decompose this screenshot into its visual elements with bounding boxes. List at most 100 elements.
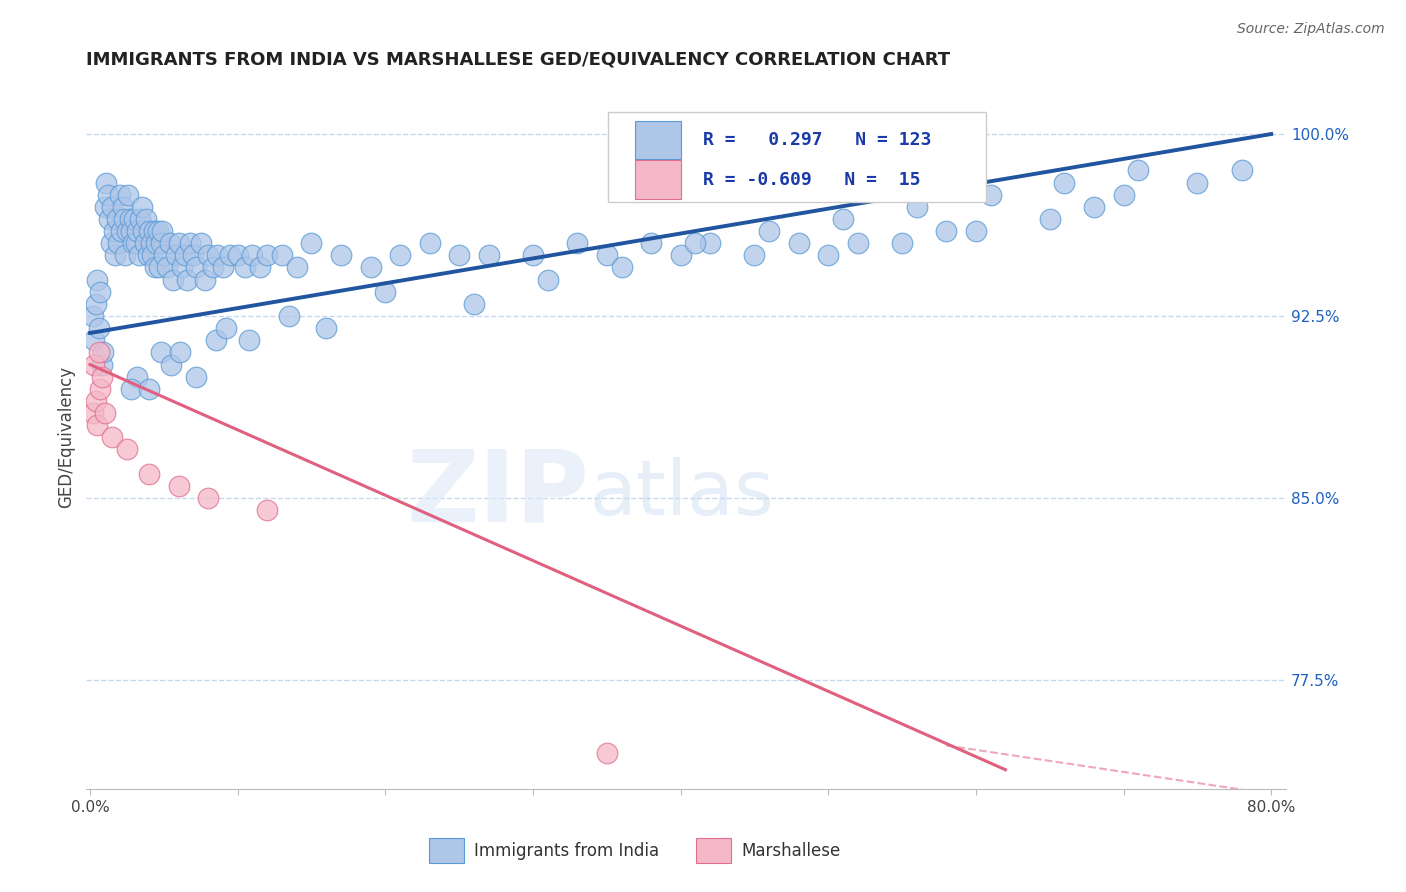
Point xyxy=(201,260,224,275)
Point xyxy=(132,224,155,238)
Point xyxy=(124,211,146,226)
Point xyxy=(212,260,235,275)
Point xyxy=(1053,176,1076,190)
Point xyxy=(138,467,160,481)
Point xyxy=(120,224,142,238)
Point xyxy=(330,248,353,262)
Text: Marshallese: Marshallese xyxy=(741,842,841,860)
Point xyxy=(463,297,485,311)
Point xyxy=(84,297,107,311)
Point xyxy=(817,248,839,262)
Y-axis label: GED/Equivalency: GED/Equivalency xyxy=(58,367,75,508)
Point xyxy=(640,236,662,251)
Point xyxy=(129,211,152,226)
Point xyxy=(389,248,412,262)
Point xyxy=(980,187,1002,202)
Point xyxy=(449,248,471,262)
Point xyxy=(127,369,149,384)
Point xyxy=(522,248,544,262)
Point xyxy=(744,248,766,262)
Text: ZIP: ZIP xyxy=(406,445,589,542)
Point xyxy=(249,260,271,275)
Point xyxy=(141,248,163,262)
Point xyxy=(1083,200,1105,214)
FancyBboxPatch shape xyxy=(607,112,986,202)
Point xyxy=(167,479,190,493)
Point xyxy=(758,224,780,238)
Point xyxy=(110,224,132,238)
Point xyxy=(935,224,957,238)
Point xyxy=(167,236,190,251)
Point xyxy=(787,236,810,251)
Point xyxy=(162,272,184,286)
Point xyxy=(669,248,692,262)
Point xyxy=(86,272,108,286)
Text: atlas: atlas xyxy=(589,457,775,531)
Point xyxy=(215,321,238,335)
Point xyxy=(596,248,619,262)
Point xyxy=(83,358,105,372)
Point xyxy=(143,260,166,275)
Point xyxy=(104,248,127,262)
Point xyxy=(596,746,619,760)
Point xyxy=(120,382,142,396)
Point xyxy=(108,187,131,202)
Point xyxy=(89,382,111,396)
Point xyxy=(699,236,721,251)
Text: Immigrants from India: Immigrants from India xyxy=(474,842,659,860)
Point xyxy=(169,345,191,359)
Point xyxy=(149,345,172,359)
Text: R = -0.609   N =  15: R = -0.609 N = 15 xyxy=(703,171,920,189)
Point xyxy=(256,503,278,517)
Point xyxy=(186,369,208,384)
Point xyxy=(131,200,153,214)
Point xyxy=(478,248,501,262)
Point xyxy=(176,272,198,286)
Point xyxy=(149,236,172,251)
Point xyxy=(112,211,135,226)
Point xyxy=(105,211,128,226)
Point xyxy=(183,248,205,262)
Text: Source: ZipAtlas.com: Source: ZipAtlas.com xyxy=(1237,22,1385,37)
Point xyxy=(107,236,129,251)
Point xyxy=(190,236,212,251)
Point xyxy=(148,260,170,275)
Point xyxy=(891,236,914,251)
Point xyxy=(139,236,162,251)
Point xyxy=(278,309,301,323)
Point xyxy=(156,260,179,275)
Point xyxy=(115,224,138,238)
Point xyxy=(1112,187,1135,202)
Point xyxy=(83,333,105,347)
Point xyxy=(98,211,121,226)
Point xyxy=(82,309,104,323)
Point xyxy=(285,260,308,275)
Point xyxy=(165,248,187,262)
Point xyxy=(1128,163,1150,178)
Point xyxy=(685,236,707,251)
Point xyxy=(153,248,176,262)
Point xyxy=(537,272,560,286)
Point xyxy=(94,200,117,214)
Point xyxy=(832,211,855,226)
Point xyxy=(118,211,141,226)
Point xyxy=(194,272,217,286)
Point xyxy=(100,236,122,251)
Point xyxy=(219,248,242,262)
Point xyxy=(84,393,107,408)
FancyBboxPatch shape xyxy=(636,161,681,199)
Point xyxy=(135,211,157,226)
Point xyxy=(905,200,928,214)
Point xyxy=(128,248,150,262)
Point xyxy=(114,248,136,262)
Point xyxy=(115,442,138,457)
Point xyxy=(142,224,165,238)
Point xyxy=(160,358,183,372)
Point xyxy=(197,248,219,262)
Point xyxy=(138,382,160,396)
Point xyxy=(101,430,124,444)
Point xyxy=(846,236,869,251)
Point xyxy=(103,224,125,238)
Point xyxy=(138,224,160,238)
Point xyxy=(90,369,112,384)
